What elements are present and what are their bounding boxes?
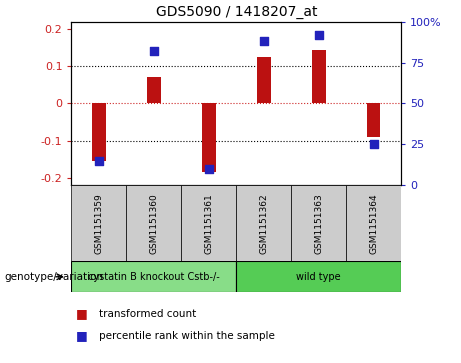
Bar (236, 261, 401, 292)
Text: genotype/variation: genotype/variation (5, 272, 104, 282)
Bar (92, 103, 106, 161)
Point (205, 166, 213, 172)
Text: transformed count: transformed count (99, 309, 196, 319)
Point (370, 142, 377, 147)
Point (150, 48, 158, 54)
Bar (367, 103, 380, 137)
Text: percentile rank within the sample: percentile rank within the sample (99, 331, 275, 341)
Text: GSM1151359: GSM1151359 (95, 193, 103, 254)
Bar (126, 185, 181, 261)
Bar (257, 57, 271, 103)
Text: ■: ■ (76, 307, 88, 321)
Point (315, 32, 322, 38)
Bar (71, 261, 236, 292)
Text: GSM1151360: GSM1151360 (149, 193, 159, 254)
Bar (147, 77, 161, 103)
Bar (236, 185, 291, 261)
Bar (71, 185, 126, 261)
Text: wild type: wild type (296, 272, 341, 282)
Point (260, 38, 267, 44)
Bar (312, 50, 325, 103)
Bar (346, 185, 401, 261)
Bar (202, 103, 216, 172)
Bar (291, 185, 346, 261)
Title: GDS5090 / 1418207_at: GDS5090 / 1418207_at (155, 5, 317, 19)
Text: GSM1151363: GSM1151363 (314, 193, 323, 254)
Text: GSM1151362: GSM1151362 (259, 193, 268, 254)
Text: cystatin B knockout Cstb-/-: cystatin B knockout Cstb-/- (88, 272, 220, 282)
Text: ■: ■ (76, 329, 88, 342)
Point (95, 158, 103, 163)
Text: GSM1151361: GSM1151361 (204, 193, 213, 254)
Text: GSM1151364: GSM1151364 (369, 193, 378, 254)
Bar (181, 185, 236, 261)
